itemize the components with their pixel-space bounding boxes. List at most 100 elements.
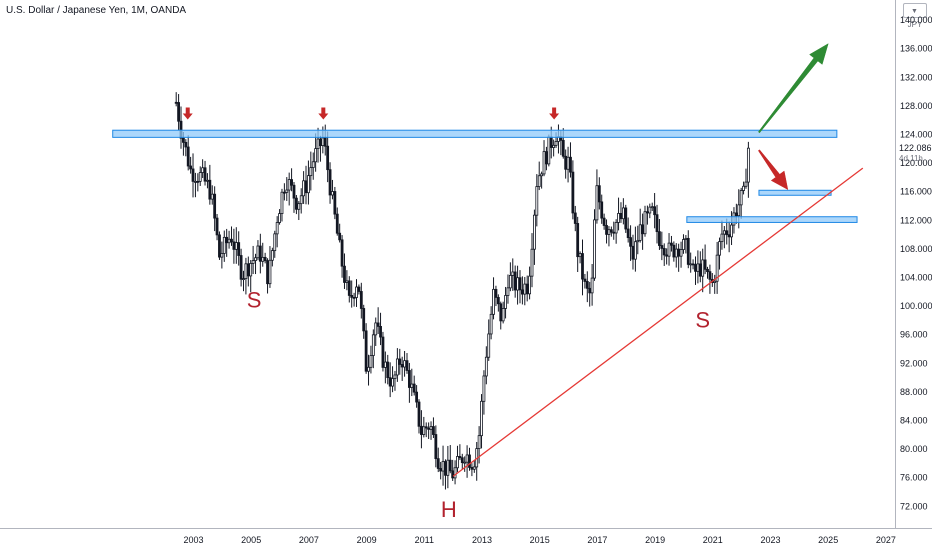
- x-tick-label: 2019: [645, 535, 665, 545]
- candle-body: [441, 461, 445, 472]
- candle-body: [629, 237, 632, 247]
- candle-body: [287, 179, 291, 191]
- candle-body: [405, 360, 409, 371]
- currency-selector[interactable]: ▼ JPY: [903, 3, 927, 29]
- red-down-arrow-icon: [758, 149, 789, 191]
- candle-body: [607, 229, 611, 235]
- candle-body: [501, 308, 505, 322]
- candle-body: [472, 466, 476, 470]
- candle-body: [448, 459, 452, 472]
- candle-body: [658, 231, 661, 246]
- candle-body: [533, 214, 536, 250]
- x-tick-label: 2021: [703, 535, 723, 545]
- y-tick-label: 120.000: [900, 158, 932, 168]
- candle-body: [477, 435, 481, 449]
- candle-body: [184, 141, 188, 148]
- candle-body: [590, 277, 594, 294]
- x-tick-label: 2013: [472, 535, 492, 545]
- candle-body: [725, 230, 729, 236]
- candle-body: [686, 237, 690, 265]
- candle-body: [328, 169, 332, 196]
- candle-body: [222, 236, 226, 254]
- candle-body: [701, 259, 705, 277]
- candle-body: [648, 206, 652, 214]
- y-tick-label: 108.000: [900, 244, 932, 254]
- candle-body: [535, 186, 539, 216]
- currency-label: JPY: [907, 20, 923, 29]
- y-tick-label: 92.000: [900, 358, 928, 368]
- candle-body: [684, 237, 688, 240]
- candle-body: [713, 280, 717, 283]
- candle-body: [720, 233, 724, 243]
- candle-body: [677, 248, 681, 257]
- candle-body: [398, 358, 402, 365]
- candle-body: [376, 322, 380, 327]
- candle-body: [359, 291, 363, 309]
- candle-body: [744, 181, 748, 187]
- x-tick-label: 2027: [876, 535, 896, 545]
- candle-body: [391, 378, 394, 387]
- candle-body: [345, 280, 349, 283]
- candle-body: [270, 250, 274, 261]
- candle-body: [439, 468, 443, 472]
- candle-body: [545, 151, 548, 165]
- y-tick-label: 72.000: [900, 501, 928, 511]
- candle-body: [636, 239, 640, 243]
- candle-body: [463, 461, 467, 464]
- candle-body: [427, 427, 431, 430]
- candle-body: [643, 211, 647, 235]
- y-tick-label: 104.000: [900, 273, 932, 283]
- x-tick-label: 2007: [299, 535, 319, 545]
- candle-body: [323, 137, 327, 147]
- y-tick-label: 124.000: [900, 130, 932, 140]
- support-zone-low: [686, 216, 858, 223]
- candle-body: [386, 361, 390, 379]
- candle-body: [621, 207, 625, 220]
- candle-body: [494, 288, 498, 298]
- candle-body: [383, 361, 387, 368]
- candle-body: [179, 120, 183, 139]
- candle-body: [326, 145, 330, 171]
- candle-body: [614, 222, 618, 234]
- candle-body: [285, 189, 289, 193]
- candle-body: [540, 173, 544, 177]
- bar-countdown-label: 4d 11h: [899, 154, 923, 163]
- candle-body: [395, 358, 399, 376]
- candle-body: [297, 203, 301, 210]
- candle-body: [258, 245, 262, 262]
- y-tick-label: 100.000: [900, 301, 932, 311]
- y-tick-label: 76.000: [900, 473, 928, 483]
- candle-body: [251, 260, 255, 264]
- candle-body: [429, 426, 433, 430]
- candle-body: [537, 175, 541, 187]
- x-tick-label: 2025: [818, 535, 838, 545]
- candle-body: [698, 263, 702, 277]
- candle-body: [333, 191, 337, 215]
- green-up-arrow-icon: [758, 43, 829, 134]
- candle-body: [609, 229, 613, 233]
- candle-body: [422, 426, 426, 435]
- candle-body: [484, 356, 488, 377]
- candle-body: [355, 286, 358, 298]
- candle-body: [321, 137, 325, 147]
- y-tick-label: 136.000: [900, 44, 932, 54]
- candle-body: [314, 148, 318, 163]
- candle-body: [311, 161, 315, 168]
- candle-body: [379, 326, 382, 338]
- candle-body: [734, 212, 738, 217]
- candle-body: [492, 288, 495, 315]
- candle-body: [682, 239, 685, 250]
- candle-body: [239, 255, 243, 280]
- candle-body: [292, 184, 296, 199]
- candle-body: [619, 212, 623, 220]
- candle-body: [177, 102, 180, 122]
- candle-body: [602, 217, 606, 226]
- candle-body: [460, 457, 464, 464]
- candle-body: [547, 136, 551, 165]
- candle-body: [280, 191, 284, 214]
- candle-body: [367, 366, 370, 372]
- candle-body: [230, 238, 233, 243]
- x-tick-label: 2023: [760, 535, 780, 545]
- candle-body: [566, 156, 570, 170]
